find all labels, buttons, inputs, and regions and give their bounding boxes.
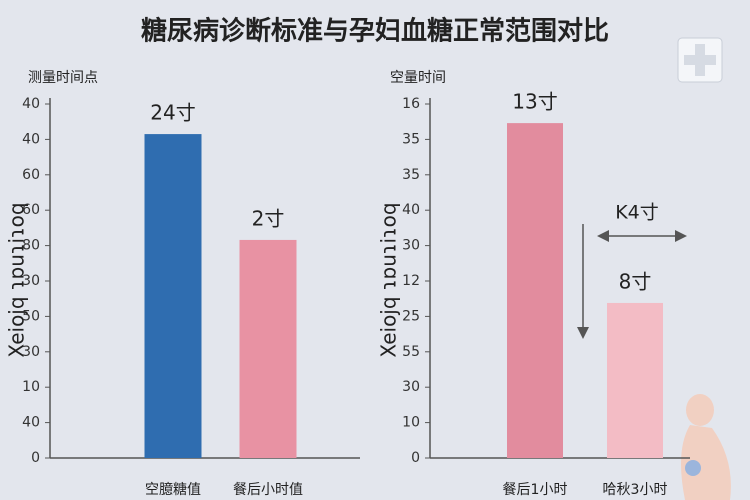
- y-axis-label: Xeiojq ɿɒuɿiɿoq: [5, 202, 29, 357]
- y-tick-label: 60: [22, 167, 40, 183]
- y-tick-label: 60: [22, 202, 40, 218]
- y-tick-label: 12: [402, 273, 420, 289]
- x-tick-label: 餐后小时值: [233, 482, 303, 498]
- y-tick-label: 0: [411, 450, 420, 466]
- y-tick-label: 10: [402, 415, 420, 431]
- subtitle: 空量时间: [390, 70, 446, 86]
- y-tick-label: 40: [22, 131, 40, 147]
- bar: [144, 134, 202, 458]
- y-tick-label: 50: [22, 308, 40, 324]
- figure-decoration: [681, 394, 731, 500]
- x-tick-label: 哈秋3小时: [603, 482, 668, 498]
- bar: [507, 123, 563, 458]
- value-label: 2寸: [252, 206, 285, 230]
- cross-icon: [677, 37, 723, 83]
- y-tick-label: 55: [402, 344, 420, 360]
- y-tick-label: 16: [402, 96, 420, 112]
- y-tick-label: 80: [22, 238, 40, 254]
- y-tick-label: 0: [31, 450, 40, 466]
- bar: [607, 302, 663, 458]
- y-tick-label: 40: [402, 202, 420, 218]
- y-tick-label: 25: [402, 308, 420, 324]
- y-tick-label: 40: [22, 96, 40, 112]
- y-tick-label: 30: [22, 273, 40, 289]
- x-tick-label: 餐后1小时: [503, 482, 568, 498]
- annotation: K4寸: [615, 202, 659, 224]
- value-label: 8寸: [619, 269, 652, 293]
- bar: [239, 239, 297, 458]
- y-tick-label: 30: [22, 344, 40, 360]
- title: 糖尿病诊断标准与孕妇血糖正常范围对比: [141, 16, 609, 47]
- value-label: 13寸: [512, 90, 557, 114]
- value-label: 24寸: [150, 101, 195, 125]
- y-tick-label: 40: [22, 415, 40, 431]
- y-tick-label: 10: [22, 379, 40, 395]
- y-tick-label: 30: [402, 238, 420, 254]
- y-axis-label: Xeiojq ɿɒuɿiɿoq: [377, 202, 401, 357]
- y-tick-label: 30: [402, 379, 420, 395]
- subtitle: 测量时间点: [28, 70, 98, 86]
- y-tick-label: 35: [402, 131, 420, 147]
- x-tick-label: 空臆糖值: [145, 482, 201, 498]
- y-tick-label: 35: [402, 167, 420, 183]
